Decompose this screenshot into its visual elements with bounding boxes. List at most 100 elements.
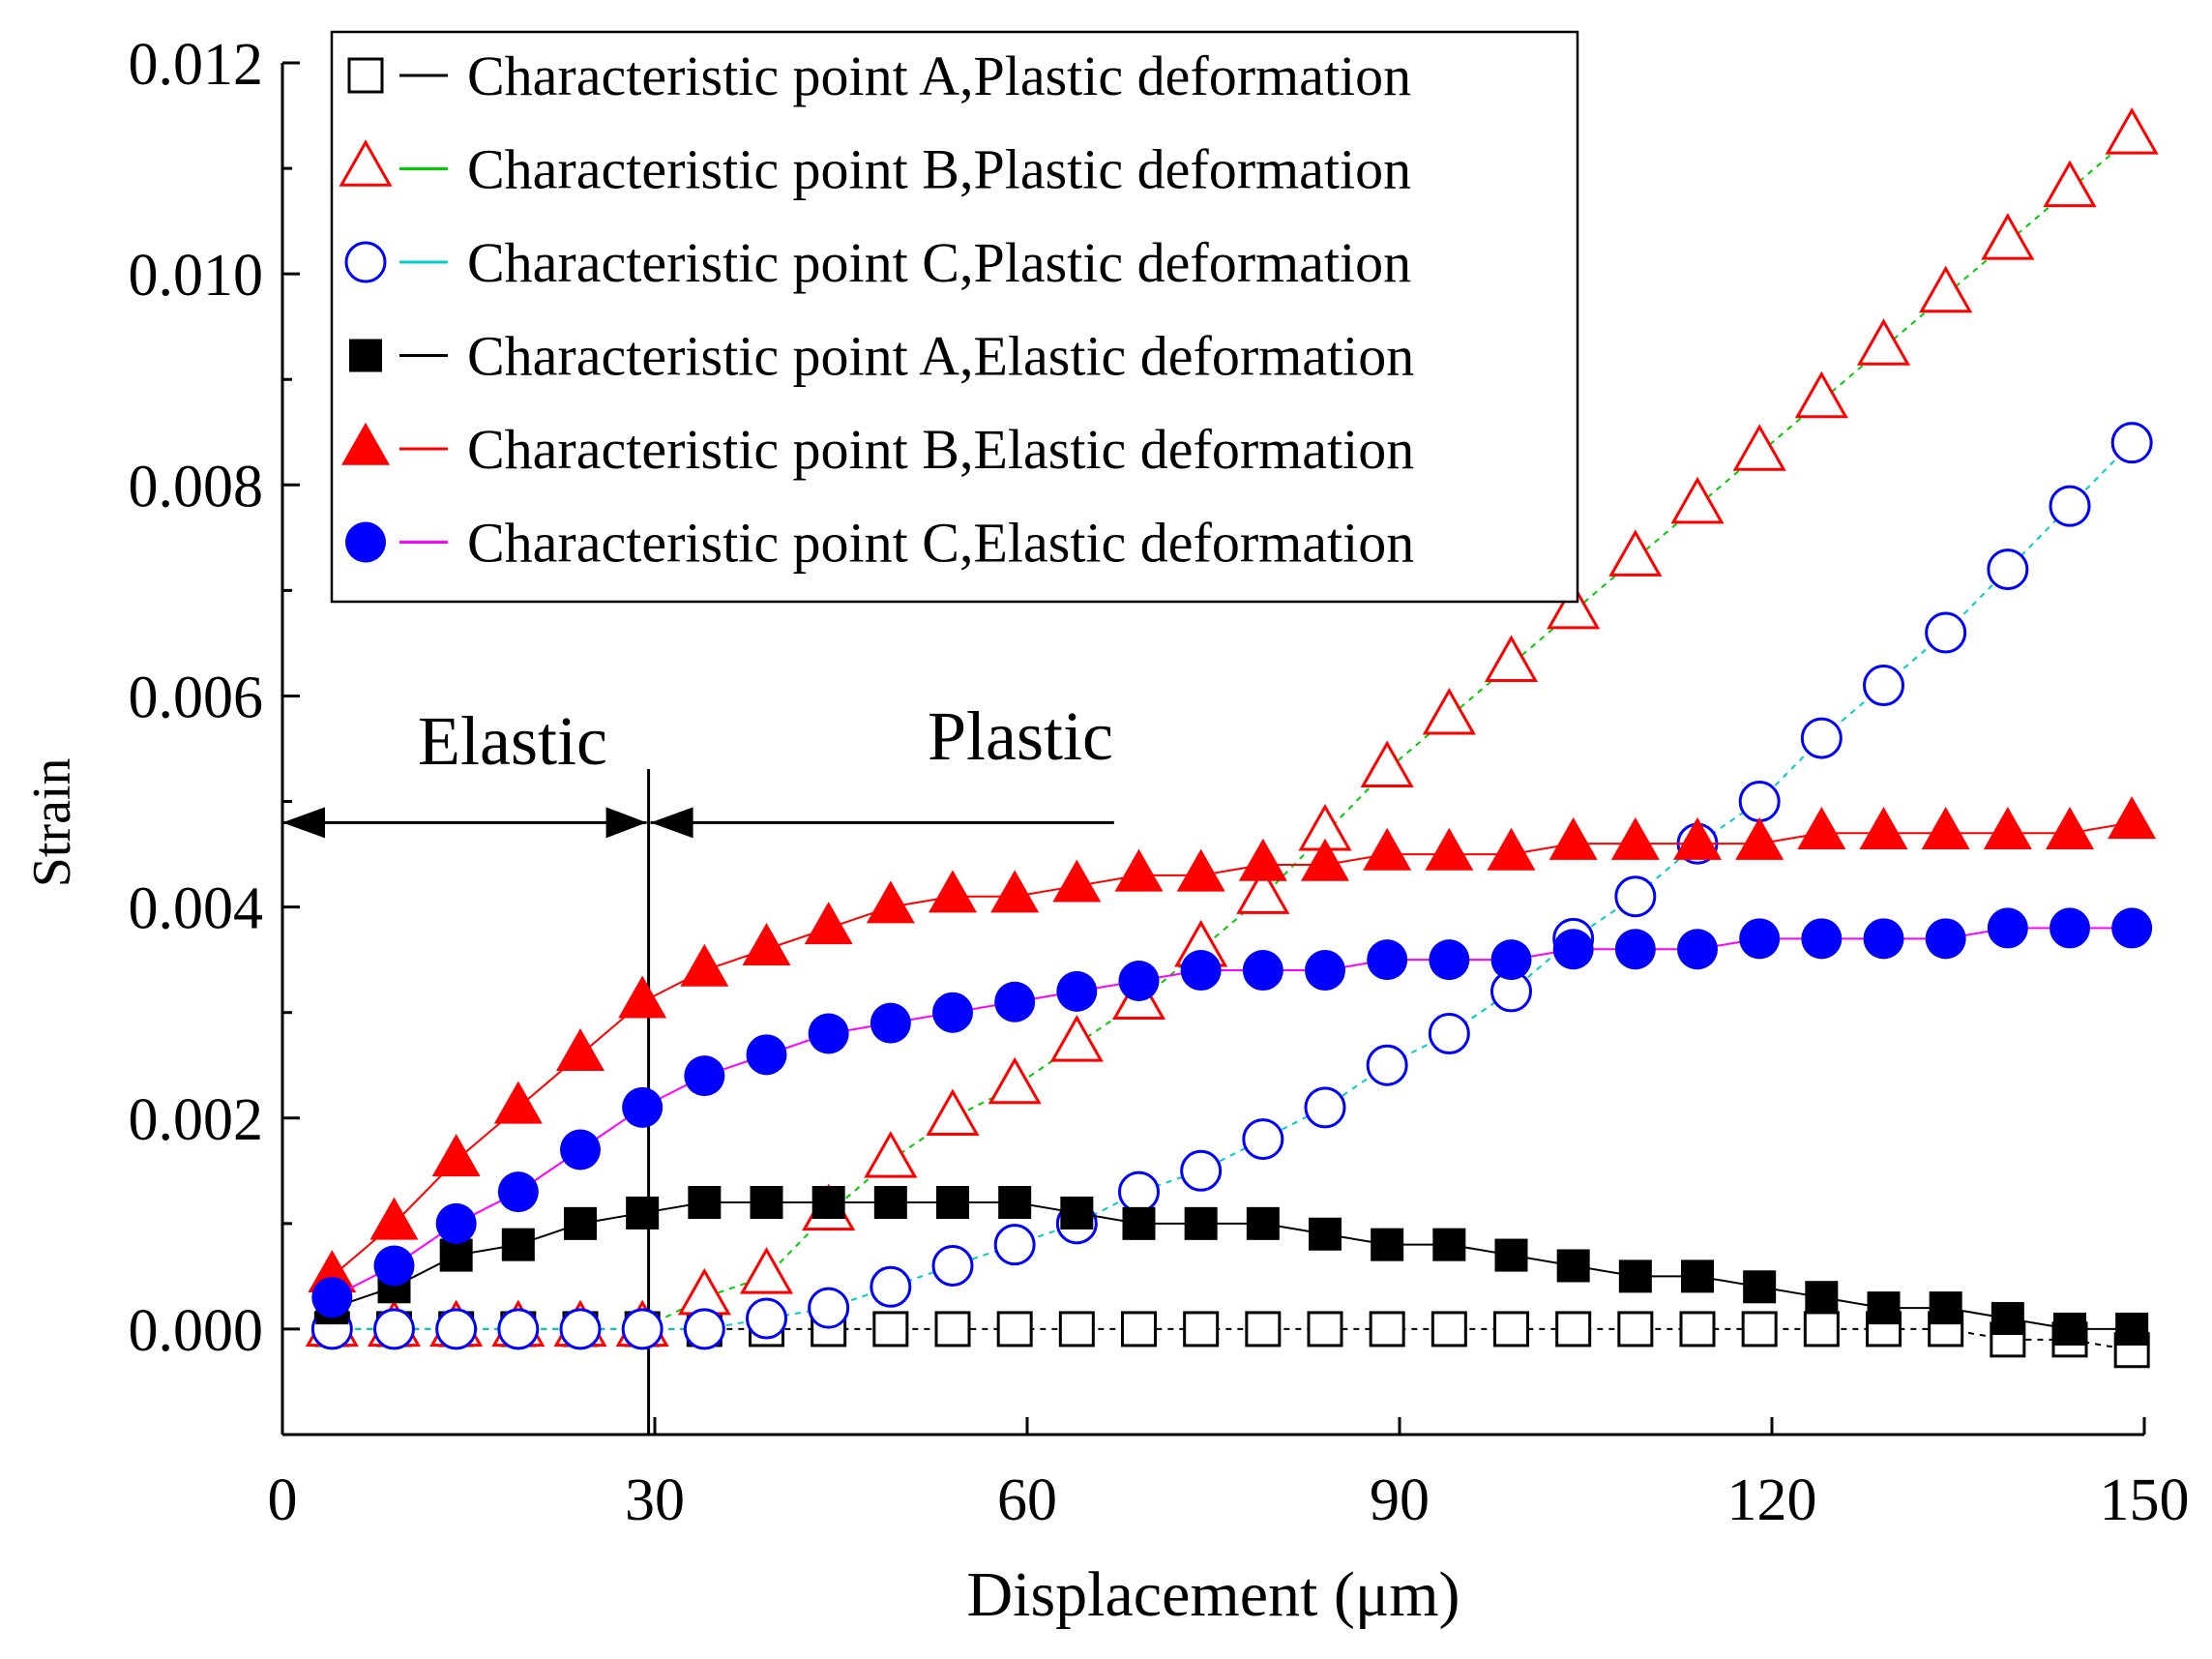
- legend-label: Characteristic point C,Plastic deformati…: [467, 231, 1411, 294]
- series-5-point: [1859, 806, 1908, 849]
- series-4-point: [1991, 1302, 2024, 1336]
- series-6-line: [331, 927, 2133, 1299]
- series-6-point: [1801, 918, 1843, 960]
- series-5-point: [618, 975, 667, 1019]
- series-2-point: [1732, 424, 1786, 471]
- series-3-point: [993, 1224, 1036, 1266]
- series-4-point: [564, 1206, 597, 1240]
- legend-label: Characteristic point B,Elastic deformati…: [467, 418, 1414, 481]
- series-1-point: [1245, 1311, 1282, 1348]
- series-3-point: [2049, 485, 2091, 527]
- series-1-point: [1617, 1311, 1654, 1348]
- axes: [280, 63, 2144, 1437]
- series-4-point: [626, 1196, 660, 1229]
- series-6-point: [994, 981, 1036, 1022]
- x-tick-label: 90: [1370, 1467, 1430, 1533]
- series-2-point: [1981, 213, 2035, 260]
- series-6-point: [808, 1013, 849, 1054]
- series-6-point: [1242, 950, 1283, 992]
- series-5-point: [804, 902, 853, 945]
- x-tick-label: 150: [2100, 1467, 2190, 1533]
- series-5-point: [1363, 827, 1412, 871]
- series-5-point: [1797, 806, 1846, 849]
- series-6-point: [2050, 907, 2090, 949]
- series-6-point: [497, 1171, 539, 1213]
- series-5-point: [2046, 806, 2094, 849]
- series-6-point: [1180, 950, 1222, 992]
- series-2-point: [2105, 107, 2159, 155]
- legend-label: Characteristic point A,Elastic deformati…: [467, 325, 1414, 388]
- series-5-point: [742, 922, 791, 965]
- series-2-point: [926, 1088, 980, 1136]
- legend-entry-6: Characteristic point C,Elastic deformati…: [345, 512, 1414, 575]
- series-4-point: [811, 1186, 845, 1220]
- series-1-point: [934, 1311, 971, 1348]
- series-2-point: [1422, 687, 1476, 735]
- series-4-point: [1929, 1291, 1962, 1325]
- series-3-point: [1863, 665, 1904, 707]
- series-6-point: [1987, 907, 2028, 949]
- x-tick-label: 120: [1727, 1467, 1817, 1533]
- series-5-point: [1983, 806, 2032, 849]
- series-3-point: [1987, 548, 2029, 591]
- legend-marker: [349, 339, 382, 372]
- series-4-point: [936, 1186, 969, 1220]
- plastic-arrow: [650, 807, 1114, 839]
- y-tick-label: 0.006: [129, 665, 264, 730]
- legend-label: Characteristic point B,Plastic deformati…: [467, 138, 1411, 201]
- series-1-point: [1679, 1311, 1716, 1348]
- plastic-arrow-head: [650, 807, 693, 839]
- series-6-point: [435, 1202, 477, 1244]
- series-6: [311, 907, 2153, 1318]
- series-3-point: [1738, 781, 1781, 823]
- series-4-point: [688, 1186, 722, 1220]
- series-3-point: [1428, 1013, 1470, 1055]
- series-3-line: [332, 441, 2133, 1330]
- series-2-point: [1919, 265, 1973, 313]
- plastic-label: Plastic: [928, 697, 1113, 775]
- elastic-arrow-left-head: [282, 807, 325, 839]
- series-6-point: [1863, 918, 1904, 960]
- series-4-point: [1618, 1259, 1652, 1293]
- series-2-point: [1360, 740, 1414, 788]
- series-2-point: [1236, 867, 1290, 914]
- series-5-point: [990, 870, 1040, 913]
- series-3-point: [1800, 717, 1843, 759]
- series-6-point: [1056, 970, 1098, 1012]
- series-4-point: [1805, 1281, 1839, 1315]
- series-4: [315, 1186, 2149, 1346]
- series-6-point: [1614, 929, 1656, 970]
- y-tick-label: 0.010: [129, 243, 264, 309]
- series-6-point: [622, 1086, 664, 1128]
- series-5-point: [1425, 827, 1474, 871]
- series-5: [308, 796, 2157, 1293]
- series-1-point: [1555, 1311, 1592, 1348]
- series-6-point: [1925, 918, 1966, 960]
- series-5-point: [1610, 816, 1660, 860]
- x-tick-label: 30: [625, 1467, 685, 1533]
- series-3-point: [373, 1308, 415, 1350]
- series-4-point: [2053, 1312, 2086, 1346]
- series-5-point: [431, 1134, 481, 1177]
- series-6-point: [1677, 929, 1718, 970]
- series-2-point: [1856, 318, 1911, 366]
- series-4-point: [1681, 1259, 1714, 1293]
- series-4-point: [1494, 1238, 1528, 1272]
- y-tick-label: 0.004: [129, 876, 264, 942]
- series-3-point: [746, 1297, 787, 1340]
- series-5-line: [331, 821, 2133, 1278]
- series-3-point: [1925, 611, 1967, 654]
- series-6-point: [1367, 939, 1408, 981]
- series-1-point: [1121, 1311, 1157, 1348]
- series-5-point: [1301, 838, 1349, 881]
- series-4-point: [750, 1186, 783, 1220]
- y-tick-label: 0.008: [129, 454, 264, 519]
- series-3-point: [1118, 1170, 1160, 1213]
- x-tick-label: 60: [997, 1467, 1057, 1533]
- series-6-point: [1552, 929, 1594, 970]
- series-4-point: [501, 1228, 535, 1261]
- series-4-point: [1309, 1217, 1342, 1251]
- series-3-point: [1242, 1118, 1284, 1161]
- series-1-point: [872, 1311, 909, 1348]
